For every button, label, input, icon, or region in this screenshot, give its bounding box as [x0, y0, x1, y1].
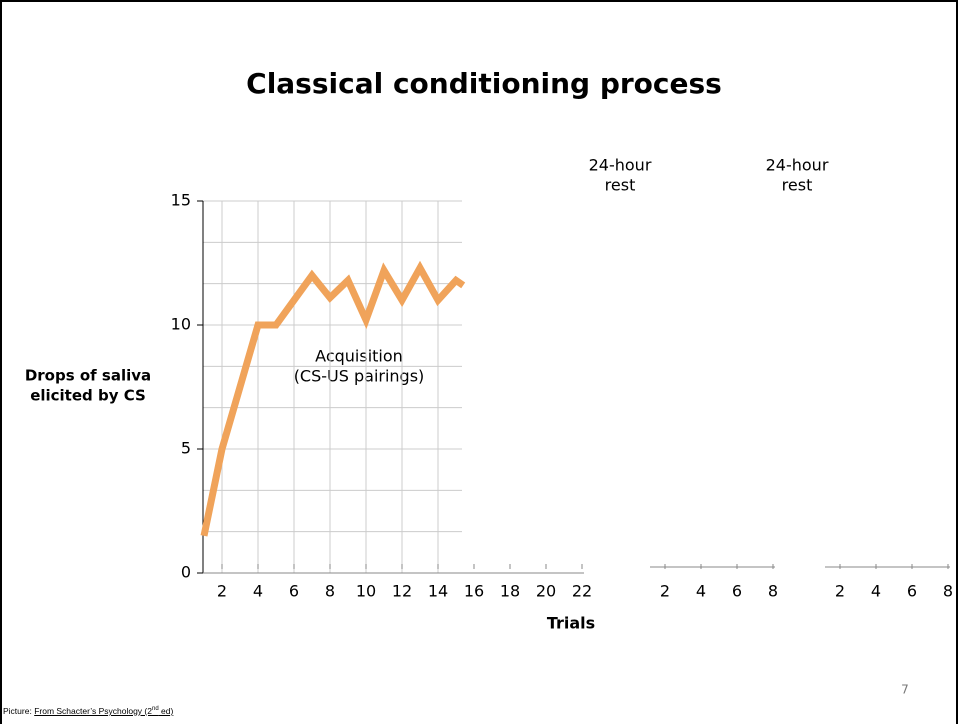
x-tick-label: 8	[768, 582, 778, 601]
annotation: 24-hour	[766, 156, 829, 175]
x-tick-label: 20	[536, 582, 556, 601]
annotation: Acquisition	[315, 347, 403, 366]
page-number: 7	[901, 683, 909, 697]
footer-prefix: Picture:	[3, 706, 35, 716]
footer-sup[interactable]: nd	[151, 706, 159, 713]
chart-title: Classical conditioning process	[246, 67, 722, 100]
x-tick-label: 10	[356, 582, 376, 601]
y-tick-label: 10	[171, 315, 191, 334]
y-tick-label: 15	[171, 191, 191, 210]
x-axis-label: Trials	[547, 614, 595, 633]
y-axis-label: elicited by CS	[30, 387, 146, 405]
y-tick-label: 0	[181, 563, 191, 582]
annotation: rest	[782, 176, 813, 195]
annotation: 24-hour	[589, 156, 652, 175]
x-tick-label: 6	[732, 582, 742, 601]
x-tick-label: 6	[289, 582, 299, 601]
x-tick-label: 2	[660, 582, 670, 601]
x-tick-label: 14	[428, 582, 448, 601]
annotation: rest	[605, 176, 636, 195]
x-tick-label: 22	[572, 582, 592, 601]
annotation: (CS-US pairings)	[294, 367, 425, 386]
x-tick-label: 2	[217, 582, 227, 601]
footer-link[interactable]: From Schacter’s Psychology (2nd ed)	[34, 706, 173, 716]
data-line	[200, 260, 466, 537]
x-tick-label: 8	[325, 582, 335, 601]
x-tick-label: 4	[871, 582, 881, 601]
x-tick-label: 2	[835, 582, 845, 601]
footer: Picture: From Schacter’s Psychology (2nd…	[3, 706, 173, 716]
x-tick-label: 4	[253, 582, 263, 601]
footer-link-text[interactable]: From Schacter’s Psychology (2	[34, 706, 152, 716]
footer-suffix[interactable]: ed)	[158, 706, 174, 716]
x-tick-label: 8	[943, 582, 953, 601]
x-tick-label: 12	[392, 582, 412, 601]
y-tick-label: 5	[181, 439, 191, 458]
x-tick-label: 6	[907, 582, 917, 601]
y-axis-label: Drops of saliva	[25, 367, 151, 385]
x-tick-label: 18	[500, 582, 520, 601]
x-tick-label: 4	[696, 582, 706, 601]
x-tick-label: 16	[464, 582, 484, 601]
